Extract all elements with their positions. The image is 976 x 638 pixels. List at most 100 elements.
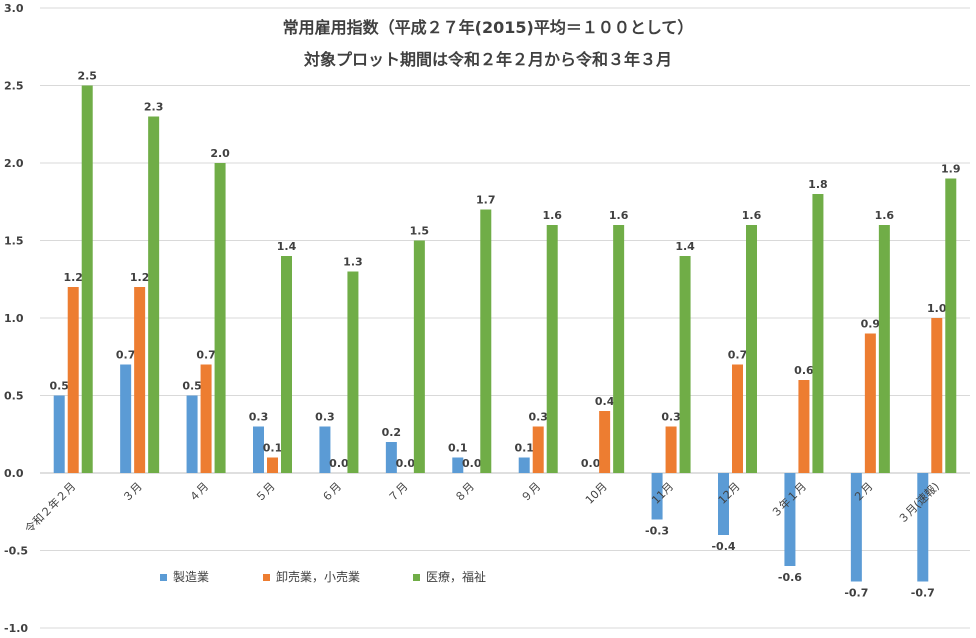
bar-3 xyxy=(746,225,757,473)
data-label: 0.0 xyxy=(462,457,482,470)
bar-2 xyxy=(532,426,544,473)
chart-subtitle: 対象プロット期間は令和２年２月から令和３年３月 xyxy=(303,50,672,69)
x-tick-label: ９月 xyxy=(519,480,544,505)
data-label: 1.6 xyxy=(875,209,895,222)
data-label: -0.4 xyxy=(711,540,735,553)
bar-2 xyxy=(931,318,943,473)
data-label: 0.1 xyxy=(263,442,283,455)
data-label: 0.5 xyxy=(49,380,69,393)
legend-swatch xyxy=(413,574,420,581)
bar-3 xyxy=(148,116,160,473)
data-label: 1.8 xyxy=(808,178,828,191)
data-label: 1.6 xyxy=(742,209,762,222)
bar-1 xyxy=(53,395,65,473)
x-tick-label: ５月 xyxy=(253,480,278,505)
data-label: 0.5 xyxy=(182,380,202,393)
bar-1 xyxy=(784,473,796,566)
data-label: 0.7 xyxy=(196,349,216,362)
data-label: 2.5 xyxy=(77,70,97,83)
legend-item: 製造業 xyxy=(160,568,209,585)
legend-label: 製造業 xyxy=(173,570,210,584)
data-label: 0.0 xyxy=(396,457,416,470)
y-tick-label: 2.0 xyxy=(4,157,24,170)
bar-1 xyxy=(651,473,663,520)
bar-3 xyxy=(480,209,492,473)
data-label: 1.7 xyxy=(476,194,496,207)
bar-1 xyxy=(452,457,464,473)
bar-2 xyxy=(67,287,79,473)
data-label: 0.3 xyxy=(661,411,681,424)
data-label: 0.7 xyxy=(728,349,748,362)
bar-1 xyxy=(385,442,397,473)
data-label: 0.3 xyxy=(528,411,548,424)
data-label: 1.6 xyxy=(609,209,629,222)
data-label: 0.6 xyxy=(794,364,814,377)
bar-2 xyxy=(864,333,876,473)
bar-1 xyxy=(186,395,198,473)
data-label: 1.2 xyxy=(63,271,83,284)
bar-2 xyxy=(134,287,146,473)
bar-3 xyxy=(81,85,93,473)
x-tick-label: 令和２年２月 xyxy=(22,479,79,536)
bar-1 xyxy=(120,364,132,473)
data-label: 0.2 xyxy=(382,426,402,439)
bar-1 xyxy=(518,457,530,473)
data-label: 1.3 xyxy=(343,256,363,269)
bar-3 xyxy=(945,178,957,473)
bar-1 xyxy=(850,473,862,582)
data-label: 1.9 xyxy=(941,163,961,176)
data-label: 2.0 xyxy=(210,147,230,160)
bar-2 xyxy=(200,364,212,473)
y-tick-label: -1.0 xyxy=(4,622,28,635)
data-label: -0.3 xyxy=(645,525,669,538)
x-tick-label: ３月 xyxy=(120,480,145,505)
x-tick-label: 10月 xyxy=(583,480,610,507)
x-tick-label: ６月 xyxy=(319,480,344,505)
data-label: -0.7 xyxy=(911,587,935,600)
bar-3 xyxy=(281,256,292,473)
bar-3 xyxy=(546,225,558,473)
data-label: -0.6 xyxy=(778,571,802,584)
chart-title: 常用雇用指数（平成２７年(2015)平均＝１００として） xyxy=(282,18,694,37)
x-tick-label: ４月 xyxy=(186,480,211,505)
data-label: 0.3 xyxy=(249,411,269,424)
bar-3 xyxy=(679,256,691,473)
data-label: 1.4 xyxy=(675,240,695,253)
data-label: 1.2 xyxy=(130,271,150,284)
data-label: 0.0 xyxy=(329,457,349,470)
bar-1 xyxy=(253,426,264,473)
bar-3 xyxy=(812,194,824,473)
bar-2 xyxy=(798,380,810,473)
data-label: 1.0 xyxy=(927,302,947,315)
y-tick-label: -0.5 xyxy=(4,545,28,558)
data-label: 1.4 xyxy=(277,240,297,253)
bar-2 xyxy=(267,457,278,473)
bar-3 xyxy=(347,271,359,473)
data-label: 0.0 xyxy=(581,457,601,470)
legend-label: 卸売業，小売業 xyxy=(276,570,361,584)
data-label: 0.1 xyxy=(448,442,468,455)
data-label: 2.3 xyxy=(144,101,164,114)
y-tick-label: 1.0 xyxy=(4,312,24,325)
y-tick-label: 2.5 xyxy=(4,80,24,93)
x-tick-label: ８月 xyxy=(452,480,477,505)
legend-item: 医療，福祉 xyxy=(413,568,486,585)
data-label: -0.7 xyxy=(844,587,868,600)
data-label: 1.5 xyxy=(410,225,430,238)
bar-1 xyxy=(319,426,331,473)
legend-item: 卸売業，小売業 xyxy=(263,568,360,585)
y-tick-label: 3.0 xyxy=(4,2,24,15)
legend-swatch xyxy=(160,574,167,581)
data-label: 0.9 xyxy=(861,318,881,331)
bar-3 xyxy=(613,225,625,473)
y-tick-label: 0.0 xyxy=(4,467,24,480)
bar-1 xyxy=(917,473,929,582)
bar-2 xyxy=(732,364,743,473)
y-tick-label: 0.5 xyxy=(4,390,24,403)
data-label: 0.4 xyxy=(595,395,615,408)
bar-1 xyxy=(718,473,729,535)
legend-label: 医療，福祉 xyxy=(426,570,487,584)
bar-3 xyxy=(413,240,425,473)
data-label: 1.6 xyxy=(542,209,562,222)
